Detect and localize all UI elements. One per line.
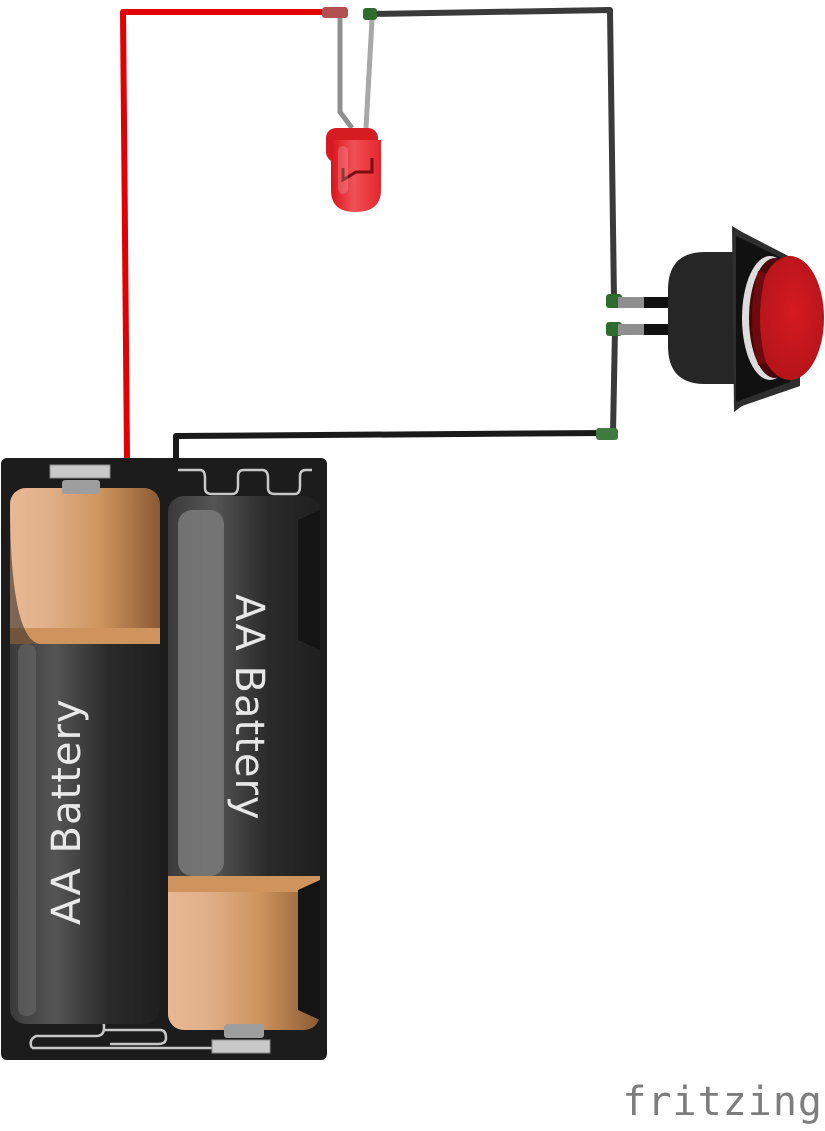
led-wire-end <box>363 8 377 20</box>
battery-cell-1[interactable]: AA Battery <box>10 480 160 1024</box>
battery-cell-2-label: AA Battery <box>226 594 272 821</box>
button-to-ground-wire[interactable] <box>610 329 618 434</box>
pushbutton[interactable] <box>618 226 824 412</box>
led-to-button-wire[interactable] <box>369 7 617 301</box>
ground-wire[interactable] <box>173 430 606 458</box>
ground-wire-end <box>596 428 618 440</box>
pushbutton-body <box>668 252 740 384</box>
top-spring-contact <box>178 468 312 496</box>
pushbutton-cap <box>756 256 824 380</box>
led-cathode-leg <box>337 18 354 130</box>
red-led[interactable] <box>326 18 381 212</box>
led-body <box>331 140 381 212</box>
battery-cell-1-label: AA Battery <box>44 698 90 925</box>
battery-cell-2[interactable]: AA Battery <box>168 496 320 1038</box>
bottom-terminal-tab <box>211 1039 271 1054</box>
positive-wire[interactable] <box>120 9 333 459</box>
battery-holder[interactable]: AA Battery AA Battery <box>1 458 327 1060</box>
positive-wire-end <box>322 7 348 18</box>
top-terminal-tab <box>49 464 111 479</box>
fritzing-logo: fritzing <box>622 1079 823 1125</box>
led-anode-leg <box>363 19 375 129</box>
led-die <box>341 158 374 183</box>
